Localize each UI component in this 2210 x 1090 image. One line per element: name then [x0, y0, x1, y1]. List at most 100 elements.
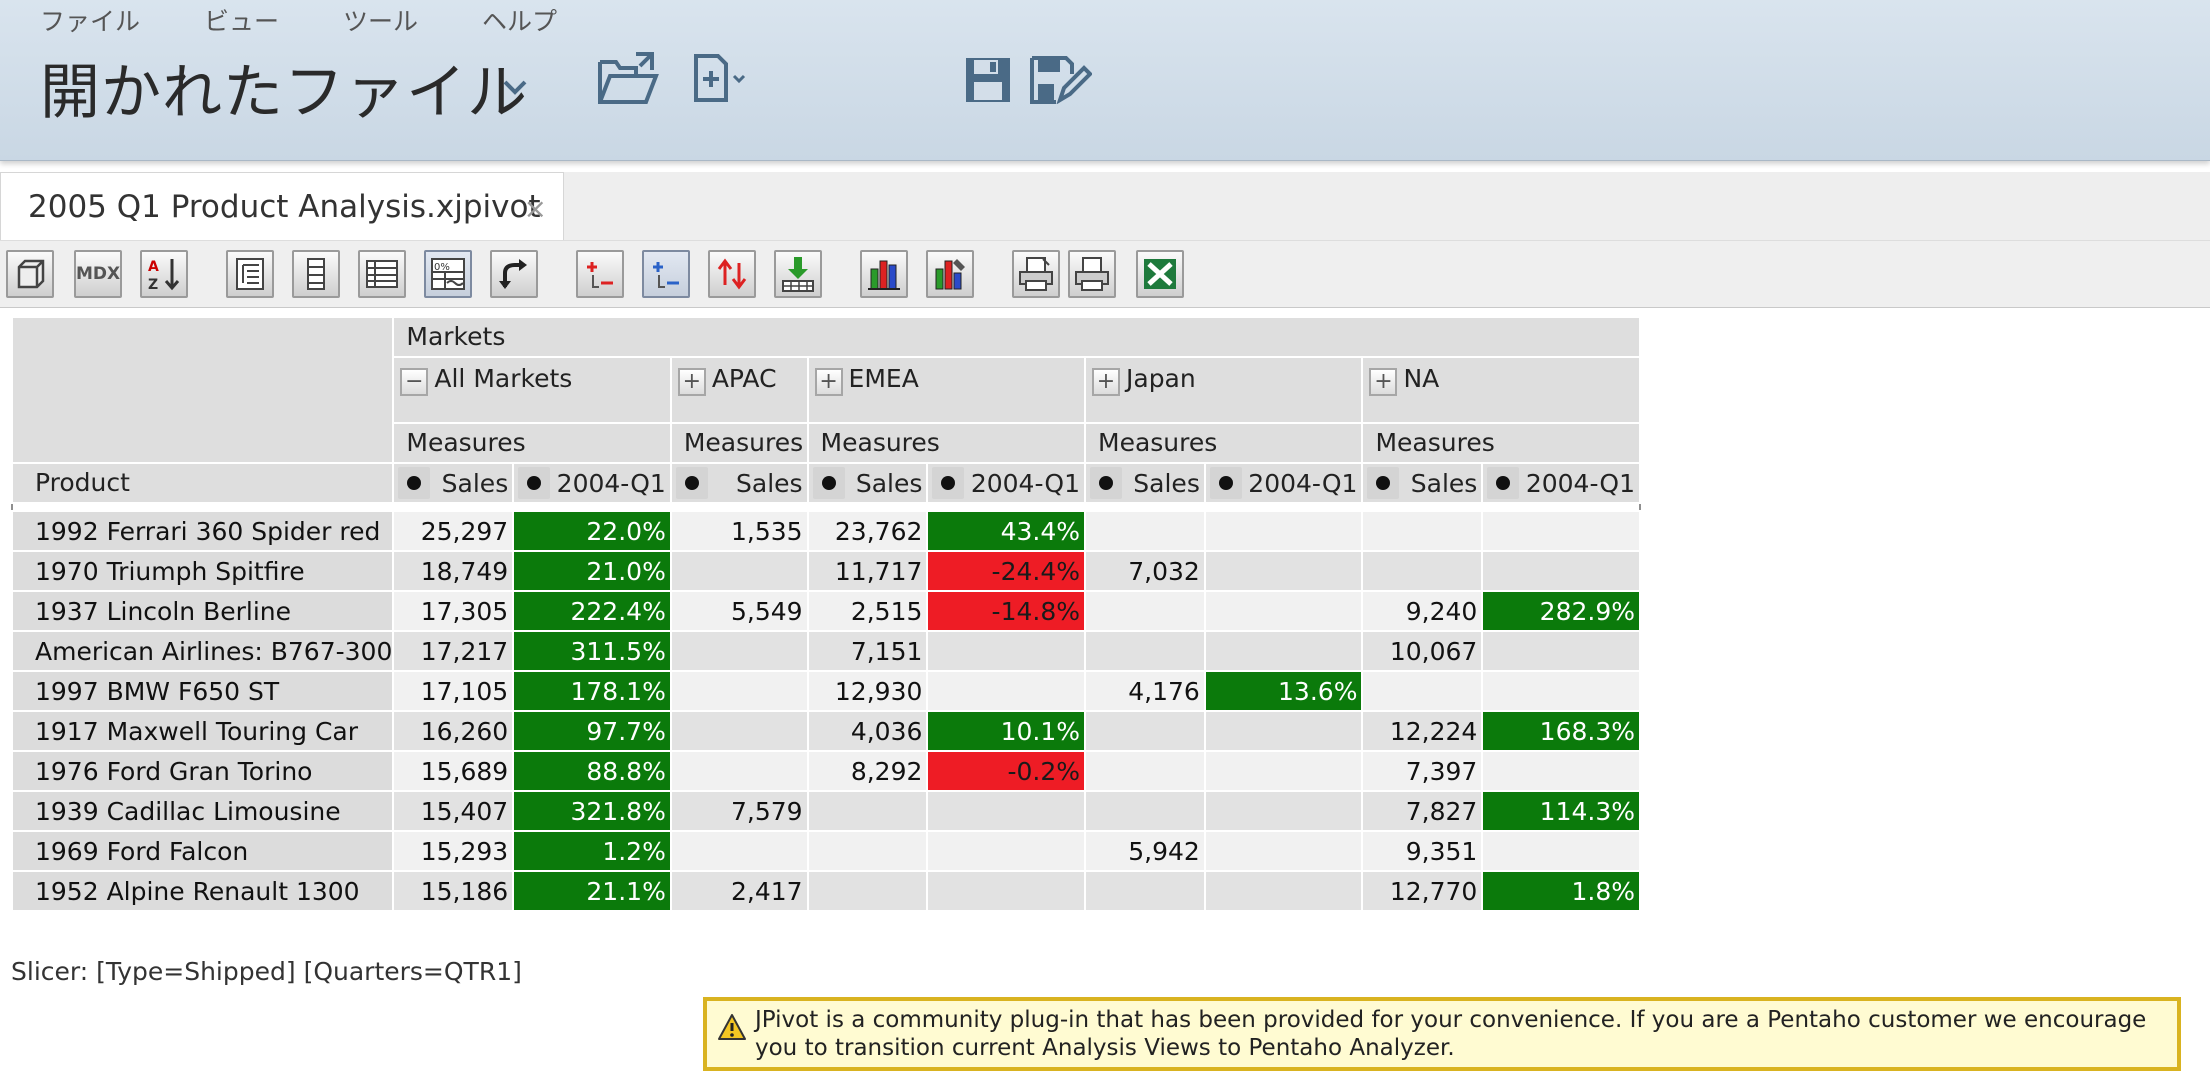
cell-all-q1: 321.8% — [512, 790, 672, 832]
svg-text:A: A — [148, 259, 159, 275]
cell-all-sales: 15,689 — [392, 750, 515, 792]
cell-na-q1: 168.3% — [1481, 710, 1641, 752]
measures-header: Measures — [1083, 422, 1364, 464]
cell-all-sales: 15,407 — [392, 790, 515, 832]
cell-na-sales: 12,224 — [1361, 710, 1484, 752]
drill-through-button[interactable] — [774, 250, 822, 298]
close-icon[interactable]: × — [523, 192, 547, 225]
table-format-button[interactable] — [358, 250, 406, 298]
q1-label: 2004-Q1 — [1248, 468, 1358, 498]
measures-header: Measures — [806, 422, 1087, 464]
open-files-dropdown[interactable]: 開かれたファイル — [40, 42, 528, 132]
expand-icon[interactable]: + — [1369, 368, 1398, 396]
drill-replace-button[interactable] — [708, 250, 756, 298]
hierarchy-icon — [236, 258, 264, 290]
cell-all-q1: 311.5% — [512, 630, 672, 672]
cell-na-q1 — [1481, 670, 1641, 712]
chevron-down-icon[interactable] — [500, 72, 530, 102]
table-row: 1992 Ferrari 360 Spider red 25,297 22.0% 1,… — [10, 510, 1641, 552]
cell-japan-q1 — [1203, 870, 1364, 912]
row-header-product: 1992 Ferrari 360 Spider red — [10, 510, 395, 552]
menu-help[interactable]: ヘルプ — [482, 7, 558, 36]
show-properties-button[interactable]: 0% — [424, 250, 472, 298]
notice-text: JPivot is a community plug-in that has b… — [755, 1007, 2147, 1061]
sort-dot-icon[interactable] — [1209, 467, 1242, 499]
expand-icon[interactable]: + — [1092, 368, 1120, 396]
drill-member-button[interactable] — [576, 250, 624, 298]
sort-dot-icon[interactable] — [932, 467, 965, 499]
cell-all-sales: 17,105 — [392, 670, 515, 712]
cell-all-q1: 22.0% — [512, 510, 672, 552]
cell-apac-sales — [669, 830, 809, 872]
mdx-button[interactable]: MDX — [74, 250, 122, 298]
q1-label: 2004-Q1 — [1525, 468, 1635, 498]
row-header-product: American Airlines: B767-300 — [10, 630, 395, 672]
cell-japan-sales — [1084, 590, 1206, 632]
excel-export-button[interactable] — [1136, 250, 1184, 298]
save-icon[interactable] — [964, 56, 1012, 104]
svg-text:0%: 0% — [434, 262, 450, 273]
sort-dot-icon[interactable] — [518, 467, 551, 499]
sort-dot-icon[interactable] — [675, 467, 708, 499]
sort-dot-icon[interactable] — [1487, 467, 1520, 499]
member-label: EMEA — [848, 364, 919, 393]
measures-header: Measures — [669, 422, 809, 464]
hierarchy-columns-button[interactable] — [292, 250, 340, 298]
sales-label: Sales — [1410, 468, 1478, 498]
row-header-product: 1969 Ford Falcon — [10, 830, 395, 872]
slicer-text: Slicer: [Type=Shipped] [Quarters=QTR1] — [11, 957, 522, 986]
cube-navigator-button[interactable] — [6, 250, 54, 298]
cell-na-q1 — [1481, 830, 1641, 872]
cell-all-q1: 222.4% — [512, 590, 672, 632]
cell-japan-q1 — [1203, 590, 1364, 632]
cell-all-q1: 97.7% — [512, 710, 672, 752]
open-folder-icon[interactable] — [596, 50, 660, 106]
new-file-icon[interactable] — [692, 54, 750, 102]
cell-na-sales — [1361, 550, 1484, 592]
sort-dot-icon[interactable] — [812, 467, 845, 499]
cell-emea-sales — [806, 870, 929, 912]
cell-all-sales: 15,186 — [392, 870, 515, 912]
hierarchy-levels-button[interactable] — [226, 250, 274, 298]
print-config-button[interactable] — [1068, 250, 1116, 298]
cell-na-sales: 7,397 — [1361, 750, 1484, 792]
cell-emea-q1: -14.8% — [926, 590, 1086, 632]
cell-all-q1: 178.1% — [512, 670, 672, 712]
sales-header: Sales — [669, 462, 809, 504]
collapse-icon[interactable]: − — [400, 368, 429, 396]
q1-label: 2004-Q1 — [556, 468, 666, 498]
show-chart-button[interactable] — [860, 250, 908, 298]
measures-label: Measures — [820, 428, 940, 457]
swap-axes-button[interactable] — [490, 250, 538, 298]
sort-dot-icon[interactable] — [398, 467, 431, 499]
sort-dot-icon[interactable] — [1090, 467, 1122, 499]
sales-header: Sales — [1361, 462, 1484, 504]
member-label: Japan — [1126, 364, 1196, 393]
expand-icon[interactable]: + — [814, 368, 843, 396]
cell-emea-sales — [806, 830, 929, 872]
menu-view[interactable]: ビュー — [204, 7, 280, 36]
corner-cell — [10, 316, 395, 464]
expand-icon[interactable]: + — [677, 368, 706, 396]
mdx-icon: MDX — [75, 264, 121, 284]
menu-tools[interactable]: ツール — [343, 7, 419, 36]
q1-header: 2004-Q1 — [926, 462, 1086, 504]
row-header-product: 1952 Alpine Renault 1300 — [10, 870, 395, 912]
tab-file[interactable]: 2005 Q1 Product Analysis.xjpivot × — [0, 172, 564, 240]
print-button[interactable] — [1012, 250, 1060, 298]
chart-config-button[interactable] — [926, 250, 974, 298]
sales-label: Sales — [736, 468, 803, 498]
menu-file[interactable]: ファイル — [40, 7, 141, 36]
cell-emea-q1 — [926, 830, 1086, 872]
cell-apac-sales — [669, 750, 809, 792]
cell-emea-sales: 8,292 — [806, 750, 929, 792]
member-label: All Markets — [434, 364, 573, 393]
cell-emea-sales: 23,762 — [806, 510, 929, 552]
save-as-icon[interactable] — [1030, 56, 1092, 104]
member-apac: + APAC — [669, 356, 809, 424]
drill-position-button[interactable] — [642, 250, 690, 298]
warning-icon — [718, 1014, 746, 1040]
sort-dot-icon[interactable] — [1367, 467, 1400, 499]
plugin-notice: JPivot is a community plug-in that has b… — [703, 997, 2181, 1071]
